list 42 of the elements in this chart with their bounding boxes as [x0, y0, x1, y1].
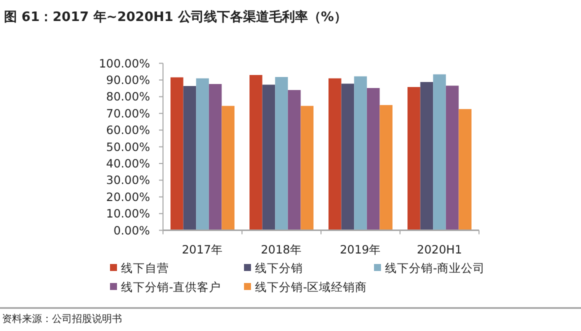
legend-label: 线下自营	[121, 261, 169, 275]
y-tick-label: 80.00%	[106, 90, 150, 104]
y-tick-label: 20.00%	[106, 190, 150, 204]
bar	[262, 84, 276, 230]
x-tick-label: 2019年	[340, 242, 382, 256]
bar	[446, 86, 459, 230]
bar	[366, 88, 380, 230]
bar	[208, 84, 222, 230]
x-tick-label: 2020H1	[416, 242, 462, 256]
y-tick-label: 0.00%	[113, 223, 150, 238]
bar	[420, 82, 434, 230]
bar	[170, 77, 184, 230]
legend-label: 线下分销-直供客户	[121, 280, 222, 294]
bar	[183, 86, 196, 230]
bar	[222, 106, 234, 230]
x-tick-label: 2017年	[182, 242, 224, 256]
x-tick-label: 2018年	[260, 242, 302, 256]
y-tick-label: 60.00%	[106, 123, 150, 138]
y-tick-label: 70.00%	[106, 106, 150, 120]
bar	[408, 87, 420, 230]
bar	[380, 105, 392, 230]
legend-label: 线下分销	[255, 261, 303, 275]
bar	[300, 106, 314, 230]
y-tick-label: 30.00%	[106, 173, 150, 188]
bar	[354, 76, 367, 230]
bar	[458, 109, 472, 230]
y-tick-label: 90.00%	[106, 73, 150, 87]
bar	[196, 78, 209, 230]
bar	[341, 84, 354, 230]
bar	[275, 76, 288, 230]
bar	[433, 74, 446, 230]
y-tick-label: 10.00%	[106, 206, 150, 221]
bar	[328, 78, 342, 230]
y-tick-label: 100.00%	[98, 56, 150, 70]
legend-label: 线下分销-商业公司	[385, 261, 486, 275]
chart-title: 图 61：2017 年~2020H1 公司线下各渠道毛利率（%）	[4, 9, 347, 25]
bar	[288, 90, 301, 230]
y-tick-label: 40.00%	[106, 156, 150, 170]
bar	[250, 74, 262, 230]
y-tick-label: 50.00%	[106, 140, 150, 154]
legend-label: 线下分销-区域经销商	[255, 280, 368, 294]
text: 资料来源：公司招股说明书	[2, 313, 122, 325]
